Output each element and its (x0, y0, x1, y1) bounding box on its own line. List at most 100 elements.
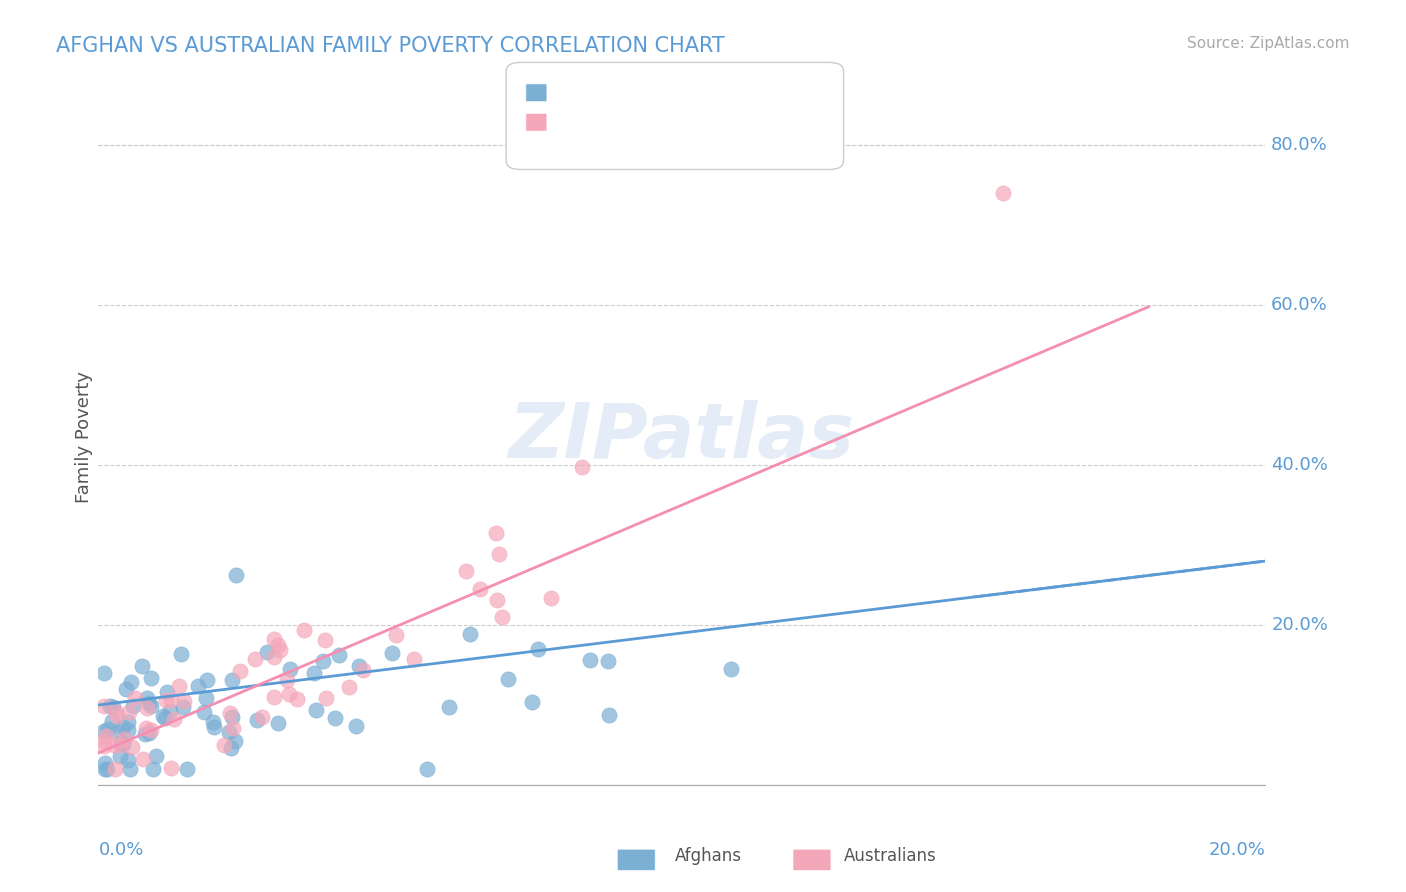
Point (221, 710, 243, 724)
Point (280, 662, 302, 676)
Point (135, 701, 157, 715)
Point (454, 564, 477, 578)
Point (263, 632, 285, 646)
Point (488, 547, 510, 561)
Point (120, 762, 142, 776)
Point (243, 651, 266, 665)
Point (138, 696, 160, 710)
Point (385, 627, 408, 641)
Text: 20.0%: 20.0% (1209, 841, 1265, 859)
Text: 60.0%: 60.0% (1271, 296, 1329, 314)
Point (540, 591, 562, 605)
Point (194, 691, 217, 706)
Point (105, 709, 128, 723)
Point (267, 638, 290, 652)
Point (159, 704, 181, 718)
Point (491, 609, 513, 624)
Point (176, 762, 198, 776)
Point (112, 720, 135, 734)
Point (187, 679, 209, 693)
Point (347, 659, 370, 673)
Point (160, 761, 183, 775)
Text: Afghans: Afghans (675, 847, 742, 865)
Point (145, 748, 167, 763)
Point (285, 692, 308, 706)
Point (526, 642, 548, 657)
Point (93, 723, 115, 738)
Point (218, 724, 240, 739)
Point (314, 632, 336, 647)
Point (201, 714, 224, 729)
Point (315, 691, 337, 706)
Point (219, 706, 242, 721)
Point (579, 653, 602, 667)
Point (416, 762, 439, 776)
Point (93, 699, 115, 714)
Point (202, 720, 225, 734)
Point (305, 703, 328, 717)
Point (404, 652, 426, 666)
Point (292, 623, 315, 637)
Point (571, 459, 593, 474)
Point (250, 709, 273, 723)
Point (312, 654, 335, 668)
Point (93, 666, 115, 681)
Point (229, 664, 252, 678)
Point (112, 737, 135, 751)
Point (97, 722, 120, 736)
Point (153, 711, 176, 725)
Point (167, 680, 190, 694)
Point (460, 627, 482, 641)
Point (381, 646, 404, 660)
Point (104, 706, 127, 720)
Text: 20.0%: 20.0% (1271, 616, 1329, 634)
Point (156, 685, 179, 699)
Point (93, 734, 115, 748)
Point (101, 714, 124, 728)
Point (256, 645, 278, 659)
Point (344, 719, 367, 733)
Text: Family Poverty: Family Poverty (76, 371, 93, 503)
Point (212, 738, 235, 752)
Point (485, 593, 508, 607)
Point (117, 714, 139, 729)
Point (263, 650, 285, 665)
Point (104, 762, 127, 776)
Point (117, 753, 139, 767)
Point (522, 695, 544, 709)
Text: 40.0%: 40.0% (1271, 456, 1329, 474)
Point (138, 725, 160, 739)
Point (108, 739, 131, 753)
Text: AFGHAN VS AUSTRALIAN FAMILY POVERTY CORRELATION CHART: AFGHAN VS AUSTRALIAN FAMILY POVERTY CORR… (56, 36, 725, 55)
Point (132, 752, 155, 766)
Point (142, 762, 165, 776)
Point (302, 665, 325, 680)
Point (135, 721, 157, 735)
Point (222, 721, 245, 735)
Point (195, 673, 218, 688)
Point (224, 734, 246, 748)
Point (496, 672, 519, 686)
Point (94, 762, 117, 776)
Point (122, 699, 145, 714)
Point (120, 675, 142, 690)
Point (117, 723, 139, 737)
Point (131, 659, 153, 673)
Point (323, 711, 346, 725)
Point (225, 567, 247, 582)
Point (263, 690, 285, 705)
Point (141, 671, 163, 685)
Point (112, 732, 135, 747)
Point (107, 724, 129, 739)
Point (267, 715, 290, 730)
Text: R = 0.759   N = 52: R = 0.759 N = 52 (537, 114, 695, 132)
Point (114, 681, 136, 696)
Text: 80.0%: 80.0% (1271, 136, 1329, 154)
Text: Australians: Australians (844, 847, 936, 865)
Text: 0.0%: 0.0% (98, 841, 143, 859)
Point (93, 739, 115, 753)
Point (278, 687, 301, 701)
Point (162, 712, 184, 726)
Point (269, 643, 291, 657)
Point (94, 756, 117, 771)
